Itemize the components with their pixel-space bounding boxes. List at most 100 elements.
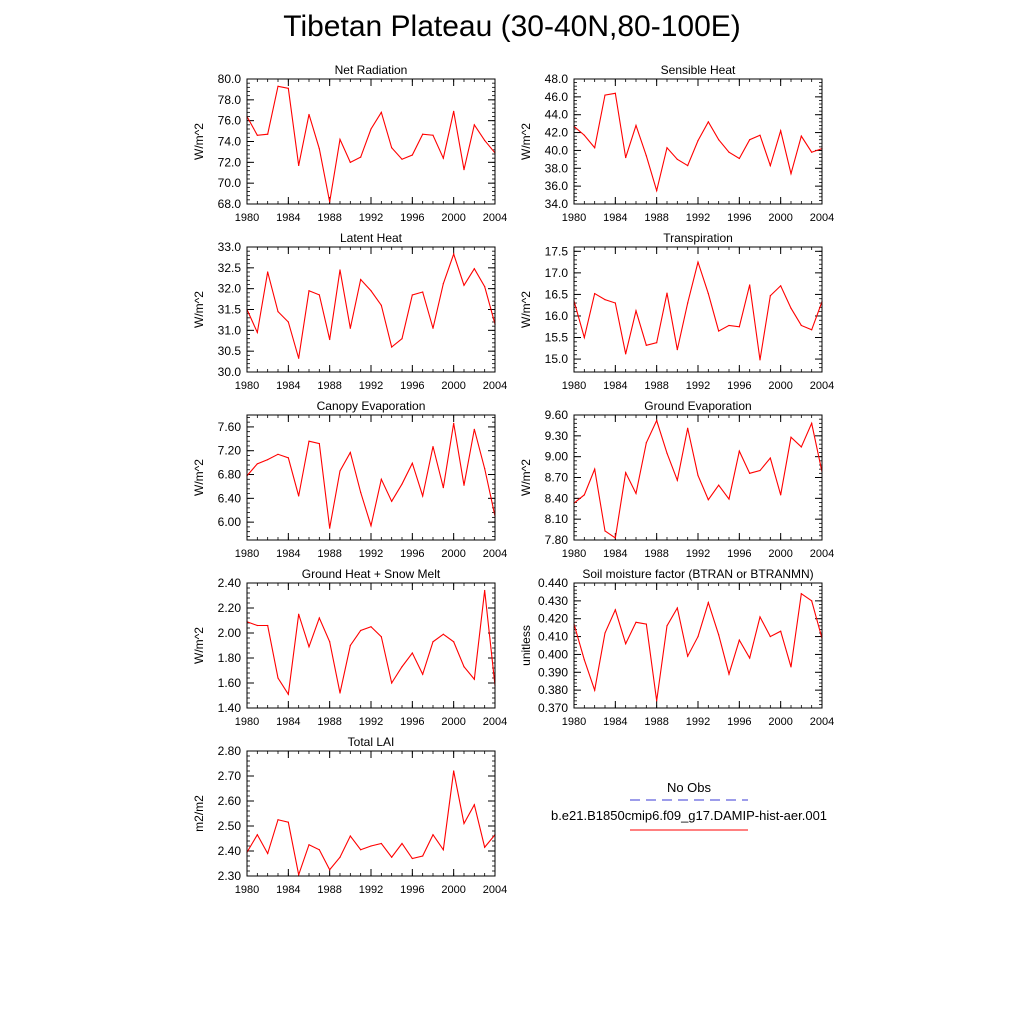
data-point (800, 593, 802, 595)
y-tick-label: 76.0 (218, 114, 242, 128)
data-point (687, 302, 689, 304)
series-line (246, 423, 496, 529)
x-tick-label: 2004 (483, 548, 507, 560)
x-tick-label: 1988 (644, 212, 668, 224)
y-tick-label: 7.80 (545, 533, 569, 547)
y-axis-label: W/m^2 (519, 123, 533, 160)
data-point (267, 459, 269, 461)
panel-title: Soil moisture factor (BTRAN or BTRANMN) (582, 567, 813, 581)
data-point (360, 491, 362, 493)
data-point (811, 600, 813, 602)
data-point (453, 253, 455, 255)
data-point (473, 428, 475, 430)
x-tick-label: 1988 (644, 716, 668, 728)
y-tick-label: 2.60 (218, 794, 242, 808)
x-tick-label: 2004 (810, 380, 834, 392)
data-point (339, 269, 341, 271)
data-point (432, 834, 434, 836)
y-axis-label: unitless (519, 625, 533, 666)
x-tick-label: 1992 (359, 380, 383, 392)
data-point (380, 111, 382, 113)
data-point (380, 636, 382, 638)
y-tick-label: 48.0 (545, 72, 569, 86)
y-tick-label: 0.370 (538, 701, 568, 715)
data-point (718, 139, 720, 141)
data-point (422, 673, 424, 675)
y-tick-label: 8.10 (545, 512, 569, 526)
x-tick-label: 1980 (235, 212, 259, 224)
y-tick-label: 46.0 (545, 90, 569, 104)
data-point (635, 492, 637, 495)
plot-frame (573, 78, 823, 205)
y-tick-label: 0.390 (538, 665, 568, 679)
x-tick-label: 2004 (483, 884, 507, 896)
data-point (411, 652, 413, 654)
data-point (800, 446, 802, 448)
data-point (411, 154, 413, 156)
data-point (287, 457, 289, 459)
data-point (473, 124, 475, 126)
y-tick-label: 38.0 (545, 161, 569, 175)
y-tick-label: 80.0 (218, 72, 242, 86)
data-point (790, 666, 792, 668)
y-axis-label: W/m^2 (192, 123, 206, 160)
x-tick-label: 1984 (276, 884, 300, 896)
x-tick-label: 1980 (562, 212, 586, 224)
data-point (391, 500, 393, 502)
panel-3: Transpiration W/m^2 15.0 15.5 16.0 16.5 17.0 17… (519, 231, 834, 392)
x-tick-label: 1996 (400, 716, 424, 728)
y-tick-label: 17.0 (545, 266, 569, 280)
data-point (463, 169, 465, 171)
data-point (790, 307, 792, 309)
data-point (432, 134, 434, 136)
data-point (256, 463, 258, 465)
y-tick-label: 6.40 (218, 491, 242, 505)
x-tick-label: 1988 (317, 548, 341, 560)
data-point (656, 190, 658, 192)
data-point (484, 285, 486, 288)
data-point (749, 284, 751, 286)
panel-5: Ground Evaporation W/m^2 7.80 8.10 8.40 8.70 9… (519, 399, 834, 560)
x-tick-label: 2000 (768, 212, 792, 224)
series-line (573, 419, 823, 539)
x-tick-label: 2004 (483, 716, 507, 728)
data-point (666, 625, 668, 627)
x-tick-label: 1988 (317, 380, 341, 392)
data-point (697, 635, 699, 638)
data-point (676, 607, 678, 609)
data-point (749, 472, 751, 474)
x-tick-label: 1996 (727, 212, 751, 224)
y-tick-label: 17.5 (545, 244, 569, 258)
x-tick-label: 1992 (686, 716, 710, 728)
data-point (594, 292, 596, 295)
panel-title: Canopy Evaporation (317, 399, 426, 413)
x-tick-label: 2004 (483, 212, 507, 224)
data-point (442, 849, 444, 851)
data-point (625, 472, 627, 474)
y-tick-label: 34.0 (545, 197, 569, 211)
data-point (360, 629, 362, 632)
data-point (676, 158, 678, 160)
data-point (401, 338, 403, 340)
data-point (604, 94, 606, 96)
x-tick-label: 2000 (768, 380, 792, 392)
y-tick-label: 2.00 (218, 626, 242, 640)
data-point (298, 495, 300, 497)
data-point (432, 327, 434, 329)
data-point (401, 842, 403, 845)
data-point (473, 268, 475, 270)
x-tick-label: 1984 (603, 716, 627, 728)
data-point (759, 134, 761, 136)
data-point (749, 657, 751, 659)
data-point (339, 856, 341, 858)
data-point (308, 290, 310, 292)
data-point (718, 484, 720, 486)
data-point (718, 634, 720, 636)
data-point (604, 298, 606, 301)
data-point (453, 110, 455, 112)
data-point (614, 92, 616, 94)
x-tick-label: 2000 (441, 716, 465, 728)
x-tick-label: 1992 (359, 548, 383, 560)
data-point (256, 134, 258, 136)
legend-model-label: b.e21.B1850cmip6.f09_g17.DAMIP-hist-aer.… (551, 808, 827, 823)
